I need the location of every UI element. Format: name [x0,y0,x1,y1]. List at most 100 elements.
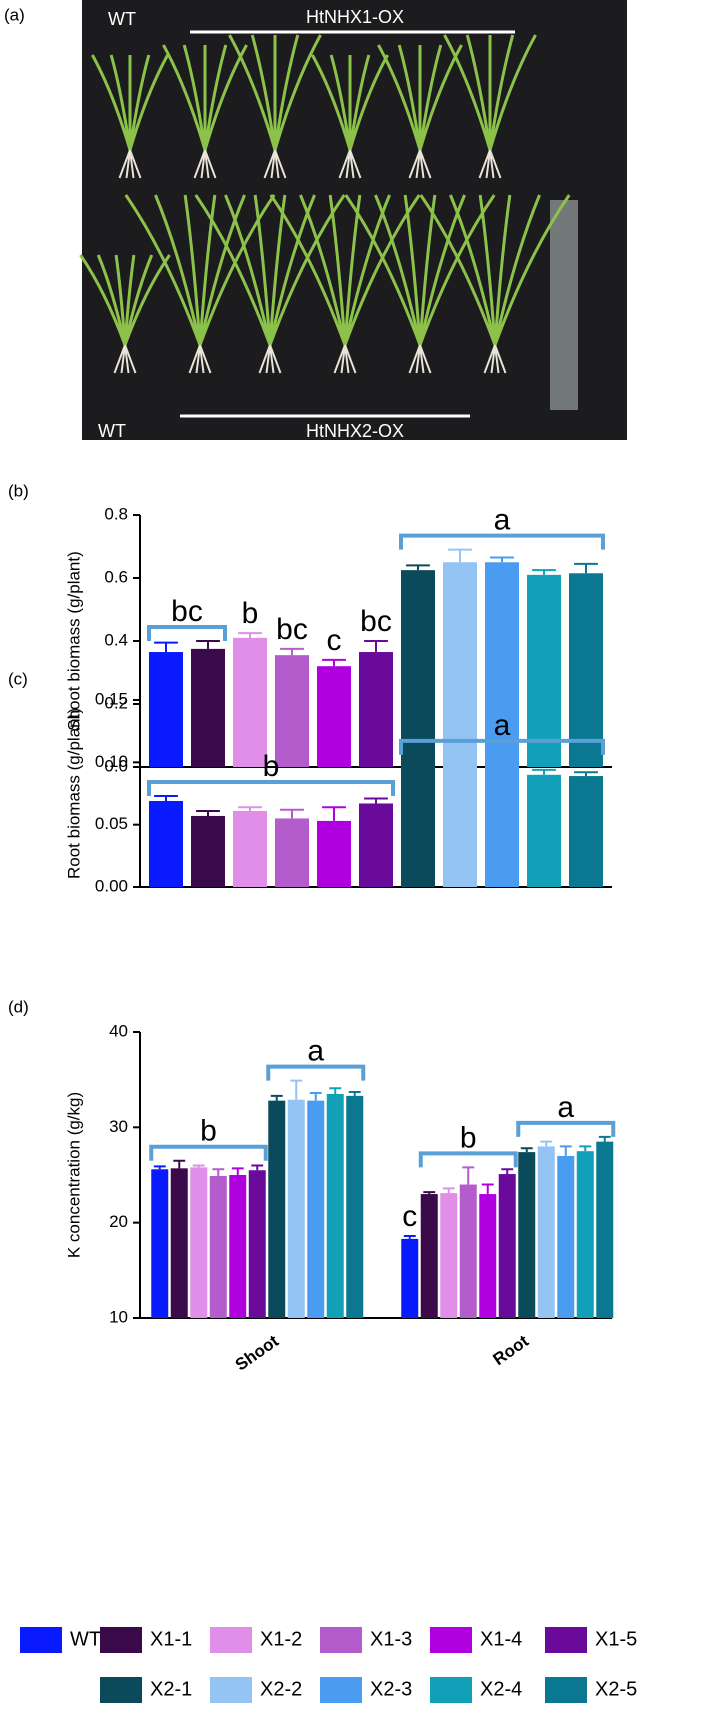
significance-letter: a [494,709,511,742]
error-bar [196,809,220,816]
legend-swatch [20,1627,62,1653]
bar [401,570,435,767]
plant-leaf [194,194,272,346]
error-bar [280,647,304,656]
plant-leaf [299,194,347,346]
y-tick-label: 10 [109,1307,128,1326]
plant-root [415,149,421,179]
error-bar [364,797,388,804]
photo-background [82,0,627,440]
plant-leaf [96,254,127,346]
error-bar [579,1145,592,1152]
error-bar [442,1187,455,1194]
legend-label: X1-3 [370,1628,412,1650]
plant-leaf [250,34,277,151]
significance-letter: c [327,624,342,657]
plant-root [349,149,362,179]
plant-leaf [329,54,352,151]
plant-leaf [418,194,437,346]
plant-root [258,344,271,374]
y-tick-label: 0.15 [95,689,128,708]
legend-label: X2-4 [480,1678,522,1700]
photo-label: WT [98,421,126,441]
plant-root [269,344,282,374]
x-tick-label: Shoot [232,1331,283,1374]
plant-leaf [397,44,422,151]
plant-leaf [198,194,246,346]
significance-letter: bc [276,613,308,646]
plant-leaf [493,194,512,346]
bar [317,820,351,887]
plant-root [349,149,355,179]
error-bar [270,1094,283,1101]
bar [149,800,183,887]
plant-root [263,149,276,179]
plant-leaf [269,194,347,346]
bar [518,1152,536,1318]
error-bar [238,806,262,811]
legend-swatch [100,1627,142,1653]
plant-leaf [488,34,537,151]
legend-swatch [100,1677,142,1703]
panel-label: (d) [8,997,29,1016]
y-tick-label: 0.8 [104,504,128,523]
bracket [516,1120,616,1137]
plant-leaf [253,194,272,346]
error-bar [322,658,346,667]
bar [233,637,267,767]
plant-leaf [478,194,497,346]
error-bar [532,768,556,775]
plant-root [419,149,425,179]
plant-leaf [268,194,287,346]
photo-label: HtNHX2-OX [306,421,404,441]
y-tick-label: 0.2 [104,693,128,712]
plant-leaf [128,54,151,151]
bar [233,810,267,887]
error-bar [406,760,430,765]
bar [359,652,393,767]
error-bar [348,1091,361,1096]
plant-root [204,149,210,179]
plant-leaf [268,194,316,346]
error-bar [501,1168,514,1175]
plant-leaf [343,194,391,346]
plant-leaf [374,194,422,346]
bar [485,562,519,767]
plant-root [195,344,201,374]
bar [359,803,393,887]
bracket [399,533,605,550]
plant-root [338,149,351,179]
plant-root [199,344,212,374]
plant-root [124,344,130,374]
bar [287,1099,305,1318]
plant-root [485,149,491,179]
error-bar [290,1079,303,1100]
y-tick-label: 0.6 [104,567,128,586]
error-bar [322,806,346,821]
error-bar [532,569,556,575]
plant-leaf [488,34,515,151]
error-bar [154,794,178,801]
bracket [418,1151,518,1168]
bar [569,776,603,887]
plant-leaf [465,34,492,151]
error-bar [280,808,304,819]
error-bar [520,1147,533,1153]
bar [459,1184,477,1318]
plant-root [188,344,201,374]
plant-leaf [344,194,422,346]
significance-letter: bc [171,595,203,628]
plant-leaf [418,194,466,346]
legend-swatch [320,1677,362,1703]
plant-root [270,149,276,179]
plant-root [269,344,275,374]
bar [498,1174,516,1318]
bar [209,1175,227,1318]
plant-root [113,344,126,374]
plant-leaf [348,54,389,151]
plant-root [494,344,507,374]
bar [151,1169,169,1318]
panel-label: (b) [8,481,29,500]
plant-root [489,149,502,179]
plant-leaf [182,44,207,151]
